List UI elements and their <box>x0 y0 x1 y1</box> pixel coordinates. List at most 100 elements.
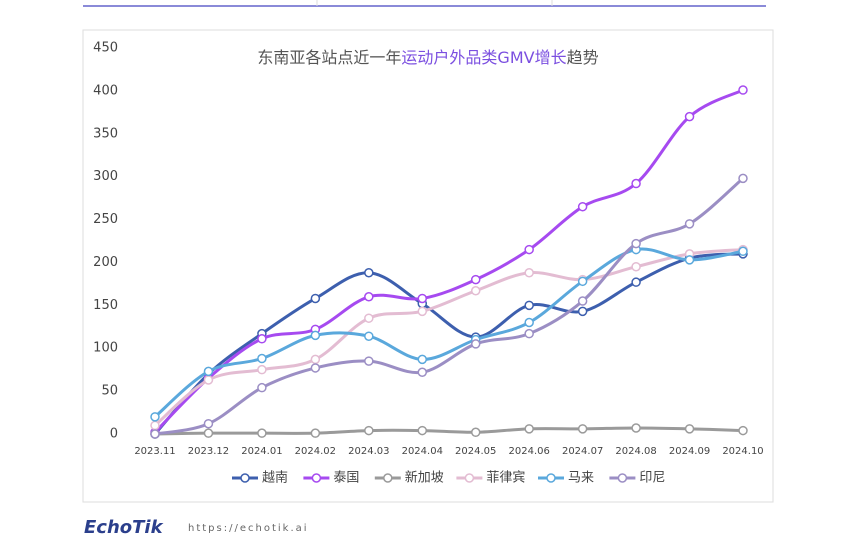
x-tick-label: 2024.06 <box>509 446 550 457</box>
point <box>310 293 321 304</box>
point <box>257 364 267 375</box>
point <box>417 306 428 317</box>
legend-marker <box>311 473 322 483</box>
point <box>470 274 481 285</box>
y-tick-label: 450 <box>93 41 118 56</box>
point <box>203 366 214 377</box>
legend-marker <box>383 473 393 483</box>
point <box>738 425 748 436</box>
x-tick-label: 2023.12 <box>188 446 229 457</box>
x-tick-label: 2024.02 <box>295 446 336 457</box>
point <box>310 330 321 341</box>
point <box>631 178 641 189</box>
point <box>364 425 374 436</box>
point <box>684 424 695 434</box>
point <box>631 423 641 433</box>
point <box>470 339 481 349</box>
point <box>631 238 641 249</box>
point <box>150 412 160 422</box>
url: https://echotik.ai <box>188 523 309 534</box>
y-tick-label: 150 <box>93 298 118 313</box>
title-part: 运动户外品类GMV增长 <box>401 48 566 67</box>
legend-label: 马来 <box>568 471 594 486</box>
x-tick-label: 2024.01 <box>241 446 282 457</box>
point <box>257 334 267 344</box>
point <box>257 428 267 438</box>
y-tick-label: 400 <box>93 83 118 98</box>
point <box>470 286 481 296</box>
point <box>364 292 374 302</box>
x-tick-label: 2024.08 <box>615 446 656 457</box>
series-line <box>153 88 745 434</box>
point <box>738 246 748 257</box>
title-part: 趋势 <box>567 48 599 67</box>
legend-marker <box>240 473 250 483</box>
point <box>150 429 160 439</box>
y-tick-label: 200 <box>93 255 118 270</box>
point <box>524 317 534 328</box>
point <box>524 424 534 434</box>
point <box>203 428 214 438</box>
point <box>203 418 214 429</box>
series-line <box>153 252 745 436</box>
point <box>577 296 588 306</box>
legend-label: 印尼 <box>639 471 665 486</box>
point <box>738 173 748 184</box>
point <box>684 255 695 265</box>
x-tick-label: 2024.03 <box>348 446 389 457</box>
point <box>257 382 267 393</box>
x-tick-label: 2024.04 <box>402 446 443 457</box>
point <box>577 424 588 434</box>
y-tick-label: 350 <box>93 126 118 141</box>
y-tick-label: 0 <box>110 427 118 442</box>
point <box>738 85 748 95</box>
chart-title: 东南亚各站点近一年运动户外品类GMV增长趋势 <box>257 48 598 67</box>
point <box>417 425 428 436</box>
point <box>150 420 160 431</box>
point <box>524 328 534 339</box>
point <box>364 313 374 323</box>
point <box>417 293 428 304</box>
point <box>524 267 534 278</box>
legend-label: 新加坡 <box>405 470 444 486</box>
point <box>364 356 374 366</box>
point <box>417 354 428 365</box>
point <box>631 277 641 287</box>
legend-marker <box>617 473 628 483</box>
point <box>257 353 267 364</box>
point <box>577 306 588 317</box>
point <box>203 375 214 385</box>
point <box>577 276 588 287</box>
point <box>684 219 695 229</box>
series-line <box>153 176 745 436</box>
x-tick-label: 2024.07 <box>562 446 603 457</box>
legend-label: 菲律宾 <box>486 470 525 486</box>
legend-marker <box>464 473 475 483</box>
x-tick-label: 2023.11 <box>134 446 175 457</box>
y-tick-label: 250 <box>93 212 118 227</box>
y-tick-label: 50 <box>101 384 118 399</box>
point <box>470 427 481 438</box>
point <box>524 244 534 255</box>
y-tick-label: 100 <box>93 341 118 356</box>
point <box>310 428 321 438</box>
point <box>631 261 641 272</box>
point <box>364 331 374 341</box>
legend-label: 泰国 <box>333 471 359 486</box>
legend-label: 越南 <box>262 470 288 486</box>
logo: EchoTik <box>84 517 164 538</box>
title-part: 东南亚各站点近一年 <box>257 48 401 67</box>
x-tick-label: 2024.09 <box>669 446 710 457</box>
point <box>310 354 321 365</box>
point <box>417 367 428 377</box>
x-tick-label: 2024.10 <box>722 446 763 457</box>
series-line <box>153 426 745 436</box>
point <box>310 363 321 373</box>
chart-frame <box>82 29 774 503</box>
point <box>524 300 534 311</box>
point <box>684 111 695 122</box>
point <box>577 201 588 212</box>
legend-marker <box>546 473 556 483</box>
